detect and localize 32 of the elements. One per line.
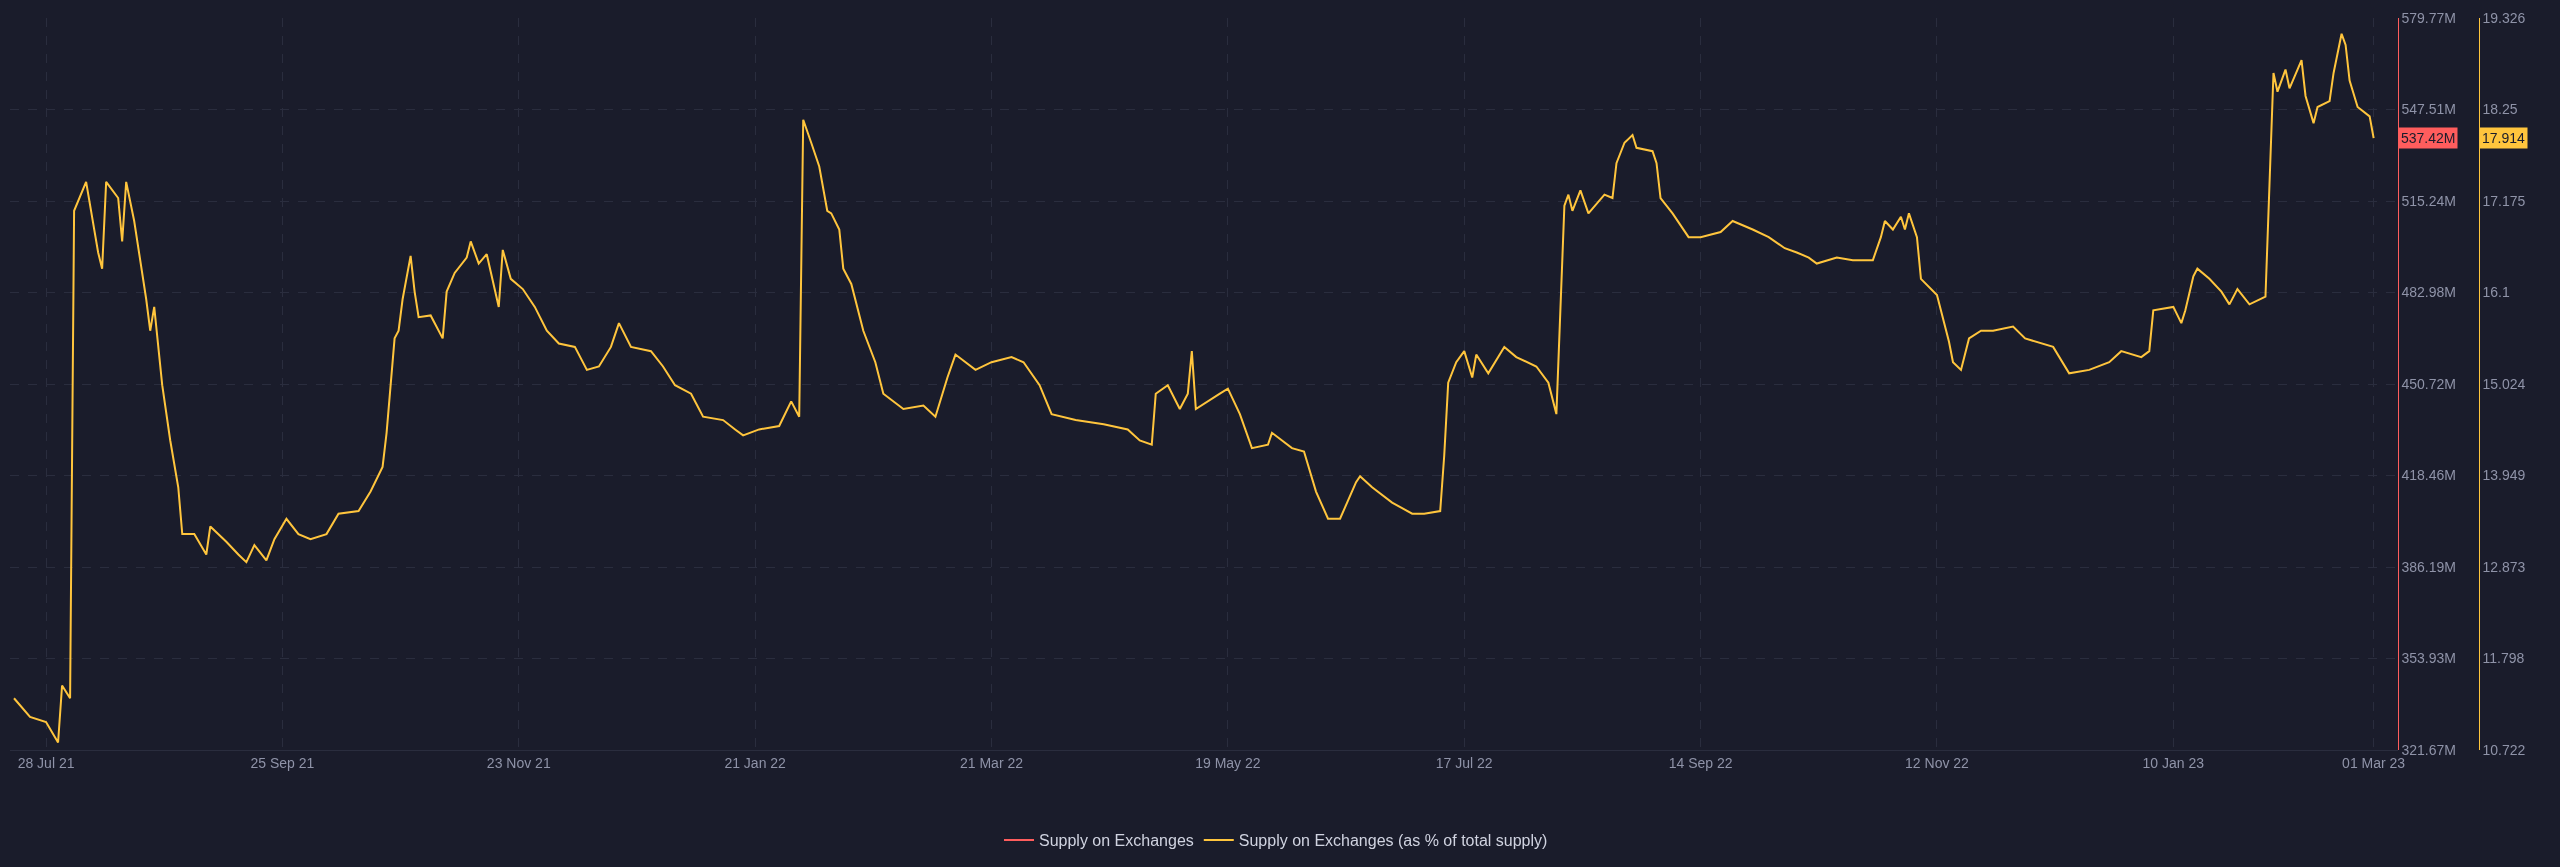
y-tick-label: 482.98M [2401, 284, 2456, 301]
x-tick-label: 25 Sep 21 [250, 754, 315, 771]
y-tick-label: 386.19M [2401, 558, 2456, 575]
y-tick-label: 450.72M [2401, 375, 2456, 392]
x-tick-label: 19 May 22 [1195, 754, 1261, 771]
y2-tick-label: 10.722 [2482, 741, 2526, 758]
text: 537.42M [2401, 130, 2456, 146]
y2-tick-label: 19.326 [2482, 9, 2526, 26]
y-tick-label: 353.93M [2401, 650, 2456, 667]
y-tick-label: 579.77M [2401, 9, 2456, 26]
y2-tick-label: 18.25 [2482, 101, 2518, 118]
x-tick-label: 17 Jul 22 [1435, 754, 1493, 771]
x-tick-label: 28 Jul 21 [17, 754, 75, 771]
x-tick-label: 21 Jan 22 [724, 754, 787, 771]
y2-tick-label: 11.798 [2482, 650, 2525, 667]
y-tick-label: 515.24M [2401, 192, 2456, 209]
y-tick-label: 418.46M [2401, 467, 2456, 484]
y2-tick-label: 15.024 [2482, 375, 2526, 392]
y2-tick-label: 12.873 [2482, 558, 2526, 575]
y2-tick-label: 17.175 [2482, 192, 2526, 209]
x-tick-label: 14 Sep 22 [1668, 754, 1733, 771]
y2-tick-label: 13.949 [2482, 467, 2526, 484]
legend-label: Supply on Exchanges (as % of total supply) [1238, 832, 1548, 850]
y-tick-label: 547.51M [2401, 101, 2456, 118]
x-tick-label: 10 Jan 23 [2142, 754, 2205, 771]
line-series [13, 32, 2375, 744]
y2-tick-label: 16.1 [2482, 284, 2510, 301]
legend-label: Supply on Exchanges [1039, 832, 1194, 850]
x-tick-label: 12 Nov 22 [1905, 754, 1970, 771]
x-tick-label: 23 Nov 21 [486, 754, 551, 771]
text: 17.914 [2482, 130, 2526, 146]
x-tick-label: 21 Mar 22 [959, 754, 1024, 771]
